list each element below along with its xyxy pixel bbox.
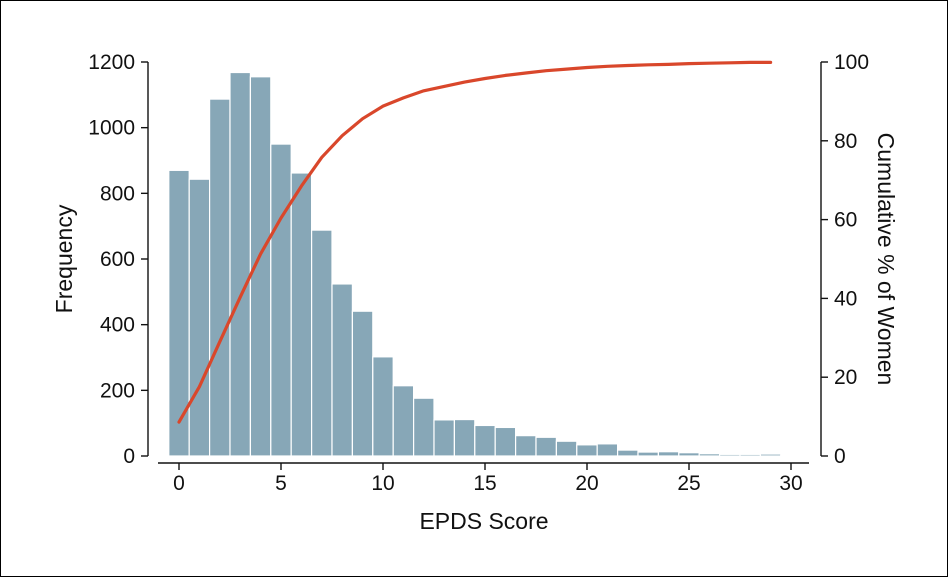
y2-tick-label: 40 (834, 287, 857, 310)
histogram-bar (474, 424, 496, 457)
histogram-bar (290, 172, 313, 457)
y-tick-label: 800 (100, 182, 135, 205)
histogram-bar (678, 452, 700, 457)
axis-ticks: 0 5 10 15 20 25 30 0 200 400 600 800 1000 1200 0 20 40 60… (88, 51, 869, 495)
histogram-bar (535, 436, 557, 457)
histogram-bar (596, 443, 619, 457)
x-tick-label: 5 (275, 472, 287, 495)
histogram-bar (453, 418, 476, 457)
histogram-bar (494, 426, 517, 457)
histogram-bar (413, 397, 435, 457)
histogram-bar (739, 453, 761, 457)
y-tick-label: 1000 (88, 117, 135, 140)
x-tick-label: 15 (473, 472, 496, 495)
y2-tick-label: 0 (834, 445, 846, 468)
histogram-bar (514, 435, 537, 457)
histogram-bar (698, 453, 721, 457)
histogram-bar (351, 310, 374, 457)
bar-series (168, 71, 802, 457)
y-tick-label: 0 (123, 445, 135, 468)
x-axis-title: EPDS Score (419, 508, 548, 534)
y-tick-label: 400 (100, 314, 135, 337)
y2-tick-label: 20 (834, 366, 857, 389)
y-axis-title: Frequency (51, 204, 77, 313)
x-tick-label: 10 (371, 472, 394, 495)
cumulative-line (177, 60, 773, 424)
histogram-bar (209, 98, 231, 457)
histogram-bar (188, 178, 211, 457)
histogram-bar (637, 451, 659, 457)
histogram-bar (718, 453, 741, 457)
histogram-bar (392, 385, 415, 457)
histogram-bar (229, 71, 251, 457)
y-tick-label: 600 (100, 248, 135, 271)
y2-tick-label: 60 (834, 209, 857, 232)
histogram-bar (331, 283, 353, 457)
histogram-bar (270, 143, 292, 457)
histogram-bar (168, 169, 190, 457)
histogram-bar (616, 449, 639, 457)
histogram-bar (657, 451, 680, 457)
histogram-bar (311, 229, 333, 457)
histogram-bar (433, 419, 455, 457)
histogram-bar (759, 453, 782, 457)
x-tick-label: 30 (779, 472, 802, 495)
histogram-bar (576, 444, 598, 457)
x-tick-label: 0 (173, 472, 185, 495)
y2-tick-label: 100 (834, 51, 869, 74)
y-tick-label: 200 (100, 379, 135, 402)
histogram-bar (780, 454, 802, 457)
x-tick-label: 25 (677, 472, 700, 495)
histogram-bar (555, 440, 578, 457)
y2-tick-label: 80 (834, 130, 857, 153)
y-tick-label: 1200 (88, 51, 135, 74)
y2-axis-title: Cumulative % of Women (873, 133, 899, 386)
histogram-bar (372, 356, 394, 457)
x-tick-label: 20 (575, 472, 598, 495)
